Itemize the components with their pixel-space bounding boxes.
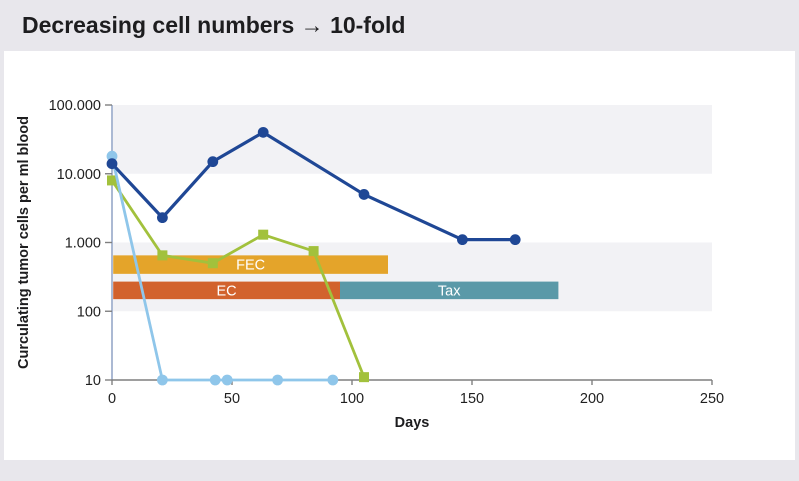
series-light-blue-point [272,374,283,386]
treatment-bar-ec [113,281,340,300]
plot-band [112,105,712,174]
y-tick-label: 100.000 [49,98,101,114]
series-green-point [107,175,117,186]
series-green-point [359,372,369,383]
series-light-blue-point [157,374,168,386]
series-light-blue-point [106,150,118,162]
series-green-point [157,250,168,261]
x-tick-label: 250 [700,391,724,407]
series-green-point [258,229,269,240]
page-title: Decreasing cell numbers → 10-fold [22,12,406,38]
series-dark-blue-point [207,156,219,168]
series-light-blue-line [110,154,335,382]
chart-panel: FEC EC Tax 100.000 10.000 1.000 100 10 0 50 100 150… [4,51,795,460]
series-light-blue-point [221,374,233,386]
treatment-bar-label-ec: EC [217,283,237,299]
y-tick-label: 10 [85,373,101,389]
plot-band [112,242,712,312]
treatment-bar-label-fec: FEC [236,258,265,274]
series-green-point [207,258,218,269]
series-light-blue-point [327,374,339,386]
series-dark-blue-point [457,234,468,246]
x-tick-label: 150 [460,391,484,407]
treatment-bar-fec [113,255,388,274]
series-dark-blue-point [509,234,521,246]
x-tick-label: 100 [340,391,364,407]
x-axis-title: Days [395,415,430,431]
series-dark-blue-point [358,189,370,200]
y-tick-label: 100 [77,304,101,320]
series-dark-blue-point [157,212,168,224]
title-bar: Decreasing cell numbers → 10-fold [0,0,799,51]
series-green-point [308,246,319,257]
y-tick-label: 10.000 [57,167,101,183]
x-tick-label: 0 [108,391,116,407]
series-dark-blue-point [106,158,118,170]
y-tick-label: 1.000 [65,236,101,252]
x-tick-label: 200 [580,391,604,407]
series-light-blue-point [209,374,221,386]
x-tick-label: 50 [224,391,240,407]
treatment-bar-tax [340,281,559,300]
treatment-bar-label-tax: Tax [438,283,461,299]
series-green-line [110,179,366,379]
y-axis-title: Curculating tumor cells per ml blood [16,116,32,369]
series-dark-blue-point [257,126,269,138]
